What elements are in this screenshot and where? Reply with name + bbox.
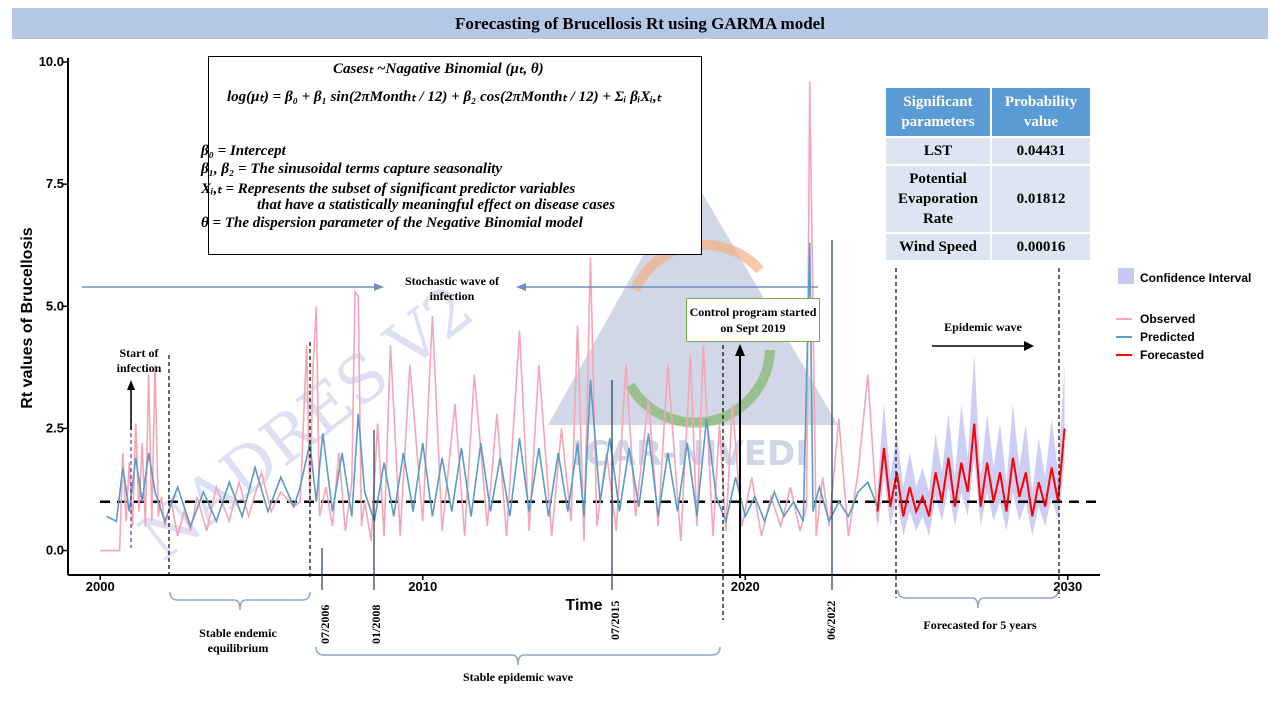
forecasted-label: Forecasted for 5 years	[923, 618, 1037, 632]
equation-def-4: θ = The dispersion parameter of the Nega…	[201, 215, 583, 231]
table-cell-param: Wind Speed	[884, 232, 992, 262]
y-tick-label: 0.0	[46, 543, 64, 558]
equation-def-3a: Xᵢ,ₜ = Represents the subset of signific…	[201, 181, 576, 197]
parameter-table: Significant parameters Probability value…	[884, 86, 1092, 262]
equation-def-2: β₁, β₂ = The sinusoidal terms capture se…	[201, 161, 503, 177]
x-tick-label: 2000	[86, 579, 115, 594]
table-cell-value: 0.00016	[990, 232, 1092, 262]
legend-confidence: Confidence Interval	[1140, 271, 1252, 285]
table-header-parameter: Significant parameters	[884, 86, 992, 138]
axes: 2000 2010 2020 2030 0.0 2.5 5.0 7.5 10.0 Time Rt v…	[19, 54, 1100, 614]
observed-line	[100, 81, 879, 552]
marker-2006-label: 07/2006	[318, 604, 332, 644]
table-cell-param: Potential Evaporation Rate	[884, 164, 992, 234]
chart-title: Forecasting of Brucellosis Rt using GARM…	[12, 8, 1268, 39]
marker-2015-label: 07/2015	[608, 600, 622, 640]
marker-2008-label: 01/2008	[369, 604, 383, 644]
stochastic-arrowhead-left	[374, 283, 384, 291]
equation-def-3b: that have a statistically meaningful eff…	[257, 197, 616, 213]
predicted-line	[106, 242, 879, 529]
stable-epidemic-label: Stable epidemic wave	[463, 670, 573, 684]
y-tick-label: 7.5	[46, 176, 64, 191]
stochastic-arrowhead-right	[516, 283, 526, 291]
legend-swatch-confidence	[1118, 268, 1134, 284]
start-infection-label: Start of infection	[116, 346, 162, 375]
y-tick-label: 10.0	[39, 54, 64, 69]
control-program-box: Control program started on Sept 2019	[686, 298, 820, 342]
equation-box: Casesₜ ~Nagative Binomial (μₜ, θ) log(μₜ…	[201, 56, 702, 255]
legend-observed: Observed	[1140, 312, 1196, 326]
epidemic-wave-label: Epidemic wave	[944, 320, 1022, 334]
forecasted-line	[876, 423, 1066, 517]
x-axis-label: Time	[565, 597, 602, 614]
stable-endemic-label: Stable endemic equilibrium	[199, 626, 277, 655]
stochastic-wave-label: Stochastic wave of infection	[405, 274, 499, 303]
brace-endemic	[169, 591, 311, 611]
y-tick-label: 5.0	[46, 298, 64, 313]
y-axis-label: Rt values of Brucellosis	[19, 227, 36, 408]
legend-predicted: Predicted	[1140, 330, 1195, 344]
x-tick-label: 2030	[1053, 579, 1082, 594]
table-cell-value: 0.04431	[990, 136, 1092, 166]
marker-2022-label: 06/2022	[824, 600, 838, 640]
equation-def-1: β₀ = Intercept	[201, 143, 286, 159]
brace-epidemic	[315, 646, 721, 666]
table-row: Potential Evaporation Rate 0.01812	[884, 164, 1092, 234]
brace-forecast	[897, 589, 1059, 609]
table-cell-value: 0.01812	[990, 164, 1092, 234]
legend-forecasted: Forecasted	[1140, 348, 1205, 362]
control-arrowhead	[735, 344, 745, 356]
x-tick-label: 2020	[731, 579, 760, 594]
epidemic-arrowhead	[1024, 341, 1034, 351]
equation-line-1: Casesₜ ~Nagative Binomial (μₜ, θ)	[333, 61, 544, 77]
x-tick-label: 2010	[408, 579, 437, 594]
equation-line-2: log(μₜ) = β₀ + β₁ sin(2πMonthₜ / 12) + β…	[227, 89, 662, 105]
table-row: LST 0.04431	[884, 136, 1092, 166]
start-arrowhead	[127, 380, 135, 390]
table-header-probability: Probability value	[990, 86, 1092, 138]
table-row: Wind Speed 0.00016	[884, 232, 1092, 262]
table-cell-param: LST	[884, 136, 992, 166]
guide-lines	[82, 240, 1134, 666]
y-tick-label: 2.5	[46, 420, 64, 435]
